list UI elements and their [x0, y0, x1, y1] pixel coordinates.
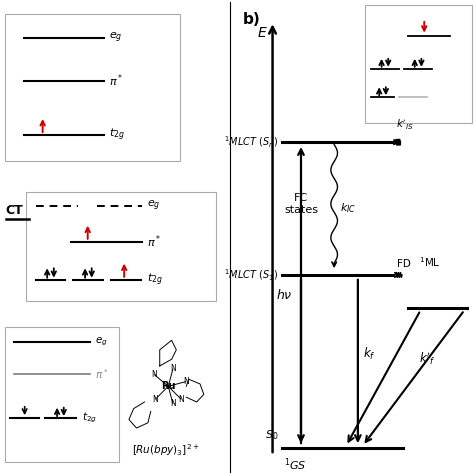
Bar — [26, 192, 216, 301]
Text: $t_{2g}$: $t_{2g}$ — [109, 127, 125, 143]
Text: $e_g$: $e_g$ — [95, 336, 108, 348]
Text: $k'_{IS}$: $k'_{IS}$ — [396, 118, 414, 132]
Text: $\pi^*$: $\pi^*$ — [147, 233, 161, 250]
Text: $k_{IC}$: $k_{IC}$ — [340, 201, 356, 216]
Text: $\pi^*$: $\pi^*$ — [95, 367, 109, 382]
Text: E: E — [258, 26, 267, 40]
Text: N: N — [178, 394, 184, 403]
Text: $^1MLCT\ (S_1)$: $^1MLCT\ (S_1)$ — [224, 267, 278, 283]
Text: $t_{2g}$: $t_{2g}$ — [147, 272, 163, 288]
Text: $h\nu$: $h\nu$ — [276, 288, 292, 302]
Text: N: N — [183, 377, 189, 386]
Bar — [5, 327, 118, 462]
Text: $S_0$: $S_0$ — [265, 428, 278, 442]
Text: N: N — [152, 370, 157, 379]
Text: $\pi^*$: $\pi^*$ — [109, 72, 123, 89]
Text: $[Ru(bpy)_3]^{2+}$: $[Ru(bpy)_3]^{2+}$ — [132, 442, 200, 458]
Text: $k'_f$: $k'_f$ — [419, 351, 436, 367]
Text: FC
states: FC states — [284, 193, 318, 215]
Text: N: N — [170, 365, 176, 374]
Text: FD: FD — [397, 259, 411, 269]
Text: $^1GS$: $^1GS$ — [284, 456, 307, 473]
Text: b): b) — [243, 12, 260, 27]
Text: $^1MLCT\ (S_n)$: $^1MLCT\ (S_n)$ — [224, 135, 278, 150]
Text: N: N — [170, 399, 176, 408]
Text: N: N — [153, 394, 158, 403]
Text: $^1$ML: $^1$ML — [419, 255, 441, 269]
Bar — [365, 5, 472, 123]
Text: $t_{2g}$: $t_{2g}$ — [82, 411, 97, 425]
Bar — [5, 14, 180, 161]
Text: $k_f$: $k_f$ — [363, 346, 375, 362]
Text: $e_g$: $e_g$ — [147, 199, 160, 213]
Text: $e_g$: $e_g$ — [109, 31, 122, 45]
Text: CT: CT — [6, 204, 23, 218]
Text: Ru: Ru — [161, 381, 175, 392]
